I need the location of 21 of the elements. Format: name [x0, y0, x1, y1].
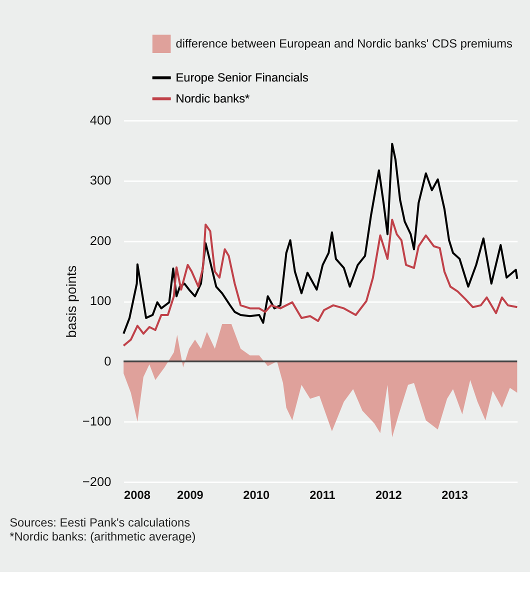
- y-tick-label: 0: [104, 353, 112, 368]
- x-tick-label: 2012: [375, 488, 402, 502]
- line-series: [122, 218, 518, 347]
- y-tick-label: 200: [90, 232, 112, 248]
- line-series: [122, 142, 518, 335]
- y-axis-title: basis points: [64, 265, 79, 338]
- legend-label: Europe Senior Financials: [176, 70, 308, 84]
- legend-label: difference between European and Nordic banks' CDS premiums: [176, 36, 513, 51]
- x-tick-label: 2011: [310, 488, 336, 502]
- source-note: Sources: Eesti Pank's calculations: [10, 516, 190, 530]
- y-tick-label: −100: [82, 414, 112, 429]
- text: *Nordic banks: (arithmetic average): [10, 529, 196, 544]
- y-tick-label: 400: [90, 112, 112, 128]
- y-tick-label: 300: [90, 172, 112, 188]
- x-tick-label: 2008: [124, 488, 151, 502]
- x-tick-label: 2009: [176, 488, 204, 502]
- legend-label: Nordic banks*: [176, 91, 250, 106]
- x-tick-label: 2013: [442, 488, 468, 502]
- y-tick-label: −200: [82, 474, 112, 490]
- x-tick-label: 2010: [243, 488, 270, 502]
- y-tick-label: 100: [90, 293, 112, 308]
